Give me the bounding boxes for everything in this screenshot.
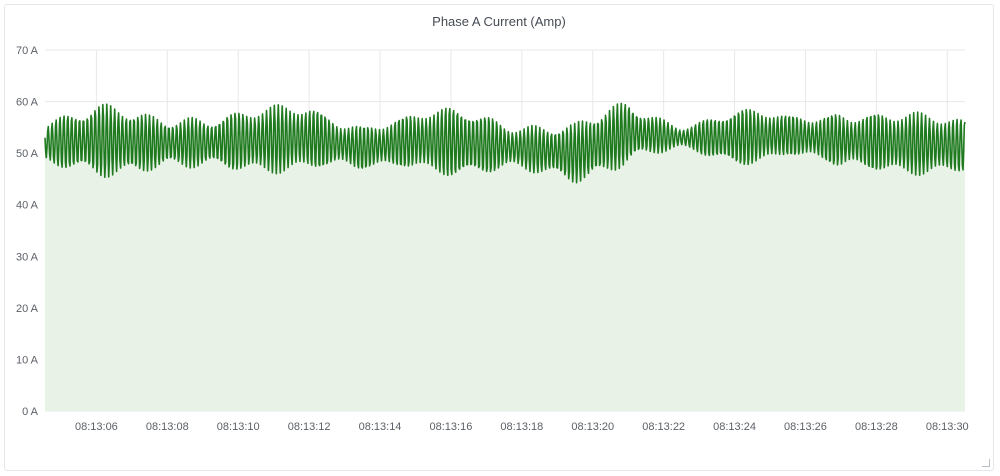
y-tick-label: 0 A [22, 406, 39, 418]
x-tick-label: 08:13:26 [784, 421, 827, 433]
y-tick-label: 20 A [16, 303, 39, 315]
x-tick-label: 08:13:12 [288, 421, 331, 433]
resize-handle-icon[interactable] [982, 459, 990, 467]
x-tick-label: 08:13:08 [146, 421, 189, 433]
y-tick-label: 40 A [16, 200, 39, 212]
series-line [44, 102, 966, 184]
x-tick-label: 08:13:28 [855, 421, 898, 433]
x-tick-label: 08:13:22 [642, 421, 685, 433]
y-tick-label: 10 A [16, 354, 39, 366]
x-tick-label: 08:13:20 [571, 421, 614, 433]
x-tick-label: 08:13:16 [430, 421, 473, 433]
x-tick-label: 08:13:18 [500, 421, 543, 433]
y-tick-label: 30 A [16, 251, 39, 263]
x-tick-label: 08:13:24 [713, 421, 756, 433]
y-tick-label: 60 A [16, 97, 39, 109]
x-tick-label: 08:13:06 [75, 421, 118, 433]
y-tick-label: 50 A [16, 148, 39, 160]
chart-title: Phase A Current (Amp) [432, 14, 566, 29]
x-tick-label: 08:13:14 [359, 421, 402, 433]
x-tick-label: 08:13:10 [217, 421, 260, 433]
y-tick-label: 70 A [16, 45, 39, 57]
x-tick-label: 08:13:30 [926, 421, 969, 433]
series-area-fill [45, 103, 965, 412]
